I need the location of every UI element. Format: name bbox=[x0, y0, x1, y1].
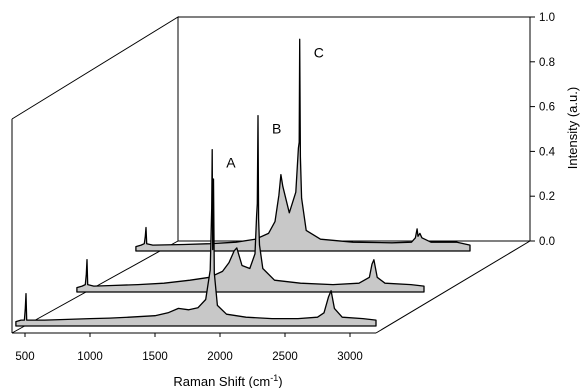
y-tick-label: 0.8 bbox=[539, 57, 555, 69]
series-label-C: C bbox=[314, 44, 324, 60]
series-label-B: B bbox=[272, 121, 281, 137]
x-tick-label: 3000 bbox=[337, 351, 363, 363]
y-tick-label: 0.6 bbox=[539, 102, 555, 114]
floor-right-edge bbox=[375, 240, 531, 334]
y-axis-label: Intensity (a.u.) bbox=[565, 87, 580, 169]
x-tick-label: 2000 bbox=[207, 351, 233, 363]
y-tick-label: 0.2 bbox=[539, 191, 555, 203]
y-tick-label: 1.0 bbox=[539, 12, 555, 24]
x-tick-label: 2500 bbox=[272, 351, 298, 363]
y-tick-label: 0.0 bbox=[539, 236, 555, 248]
x-axis-ticks: 500 1000 1500 2000 2500 3000 bbox=[15, 333, 363, 363]
spectra bbox=[15, 38, 471, 327]
series-label-A: A bbox=[226, 155, 236, 171]
back-wall-outline bbox=[11, 16, 179, 241]
spectrum-B bbox=[76, 114, 425, 293]
x-axis-label-superscript: -1 bbox=[270, 373, 278, 383]
x-tick-label: 1500 bbox=[142, 351, 168, 363]
spectrum-C bbox=[135, 38, 471, 252]
x-axis-label: Raman Shift (cm-1) bbox=[173, 373, 282, 388]
spectrum-A bbox=[15, 148, 377, 327]
series-labels: C B A bbox=[226, 44, 324, 170]
x-axis-label-close: ) bbox=[278, 374, 282, 388]
x-tick-label: 500 bbox=[15, 351, 34, 363]
x-tick-label: 1000 bbox=[77, 351, 103, 363]
y-tick-label: 0.4 bbox=[539, 146, 556, 158]
y-axis-ticks: 0.0 0.2 0.4 0.6 0.8 1.0 bbox=[530, 12, 556, 248]
